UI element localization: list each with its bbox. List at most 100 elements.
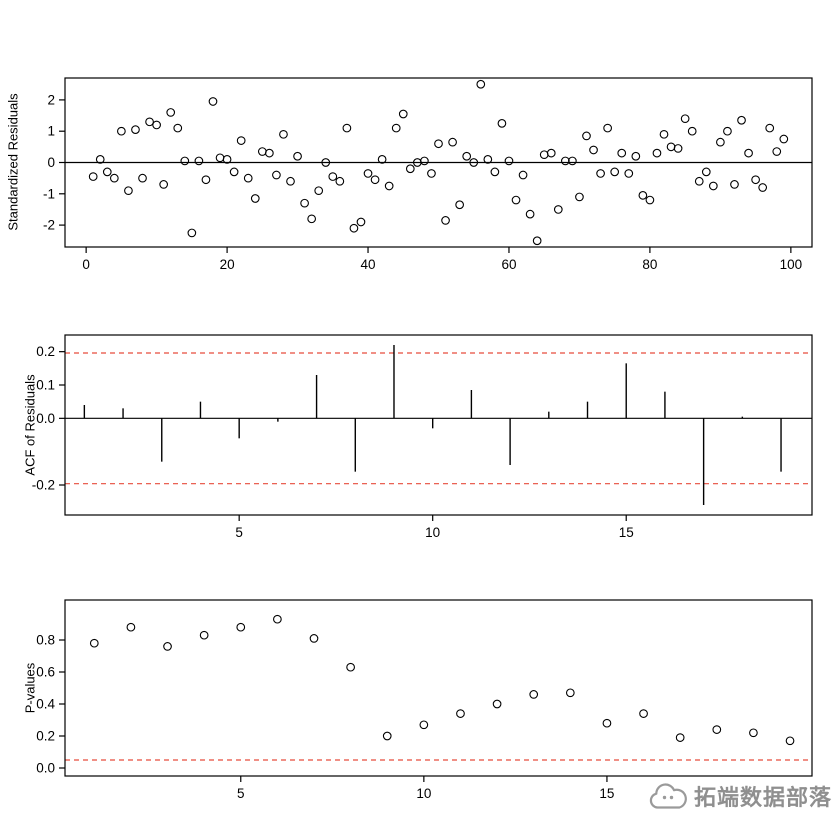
plot-frame — [64, 334, 813, 516]
y-tick-label: 0.1 — [36, 378, 55, 393]
data-point — [138, 173, 147, 183]
data-point — [553, 205, 563, 214]
data-point — [712, 725, 722, 734]
data-point — [511, 195, 521, 205]
data-point — [95, 155, 105, 164]
data-point — [328, 172, 338, 181]
data-point — [497, 119, 507, 128]
data-point — [201, 175, 211, 185]
acf-of-residuals-plot: 5 10 15 -0.2 0.0 0.1 0.2 — [32, 334, 813, 540]
data-point — [779, 134, 789, 144]
data-point — [286, 176, 295, 186]
ylabel-standardized-residuals: Standardized Residuals — [5, 93, 21, 231]
data-point — [307, 214, 317, 224]
data-point — [469, 158, 479, 167]
y-tick-label: 0.0 — [36, 411, 55, 426]
data-point — [272, 170, 281, 180]
data-point — [166, 108, 176, 117]
data-point — [222, 155, 232, 164]
data-point — [145, 117, 154, 127]
data-point — [173, 123, 183, 133]
data-point — [749, 728, 758, 738]
data-point — [582, 131, 591, 141]
y-tick-label: 0.2 — [36, 344, 55, 359]
data-point — [257, 147, 267, 156]
data-point — [88, 172, 98, 181]
data-point — [504, 156, 514, 166]
data-point — [610, 167, 620, 177]
data-point — [109, 173, 119, 183]
data-point — [631, 151, 641, 161]
data-point — [701, 167, 711, 177]
data-point — [159, 180, 169, 189]
data-point — [652, 148, 662, 158]
y-tick-label: -2 — [43, 218, 55, 233]
data-point — [639, 709, 648, 718]
data-point — [273, 614, 282, 624]
data-point — [208, 97, 218, 106]
data-point — [346, 662, 355, 672]
watermark-text: 拓端数据部落 — [693, 785, 832, 810]
data-point — [229, 167, 239, 177]
data-point — [602, 718, 612, 728]
data-point — [666, 142, 676, 152]
data-point — [532, 236, 542, 246]
data-point — [427, 169, 436, 178]
data-point — [624, 169, 634, 178]
x-tick-label: 80 — [642, 257, 657, 272]
x-tick-label: 60 — [501, 257, 516, 272]
x-tick-label: 15 — [599, 786, 614, 801]
x-tick-label: 10 — [416, 786, 431, 801]
data-point — [476, 79, 486, 89]
data-point — [603, 123, 612, 133]
y-tick-label: 0.2 — [36, 729, 55, 744]
y-tick-label: 0.4 — [36, 697, 55, 712]
data-point — [529, 690, 539, 699]
data-point — [737, 115, 746, 125]
data-point — [455, 200, 464, 210]
data-point — [772, 147, 782, 156]
data-point — [215, 153, 225, 163]
x-tick-label: 15 — [619, 525, 634, 540]
data-point — [321, 158, 331, 167]
data-point — [785, 736, 795, 746]
plot-frame — [64, 599, 813, 777]
x-tick-label: 40 — [361, 257, 376, 272]
data-point — [349, 223, 359, 233]
data-point — [293, 151, 302, 161]
data-point — [236, 136, 246, 145]
data-point — [723, 126, 732, 136]
cloud-logo-icon — [649, 782, 687, 809]
data-point — [589, 145, 598, 155]
data-point — [687, 126, 697, 136]
ylabel-acf-of-residuals: ACF of Residuals — [22, 374, 38, 476]
y-tick-label: -1 — [43, 186, 55, 201]
data-point — [309, 634, 319, 643]
data-point — [342, 123, 352, 133]
y-tick-label: 0.6 — [36, 665, 55, 680]
data-point — [126, 622, 136, 632]
x-tick-label: 0 — [82, 257, 90, 272]
data-point — [456, 709, 465, 718]
x-tick-label: 5 — [235, 525, 243, 540]
data-point — [420, 156, 429, 166]
data-point — [539, 150, 549, 160]
data-point — [645, 195, 655, 205]
data-point — [483, 155, 493, 164]
data-point — [391, 123, 401, 133]
data-point — [694, 176, 704, 186]
data-point — [441, 216, 450, 225]
data-point — [194, 156, 204, 166]
data-point — [377, 155, 387, 164]
data-point — [265, 148, 274, 158]
data-point — [363, 169, 373, 178]
data-point — [370, 175, 380, 185]
data-point — [680, 114, 690, 124]
data-point — [405, 164, 415, 174]
data-point — [525, 209, 535, 219]
data-point — [243, 173, 253, 183]
x-tick-label: 20 — [220, 257, 235, 272]
data-point — [565, 688, 575, 698]
data-point — [384, 181, 394, 191]
data-point — [250, 194, 260, 203]
